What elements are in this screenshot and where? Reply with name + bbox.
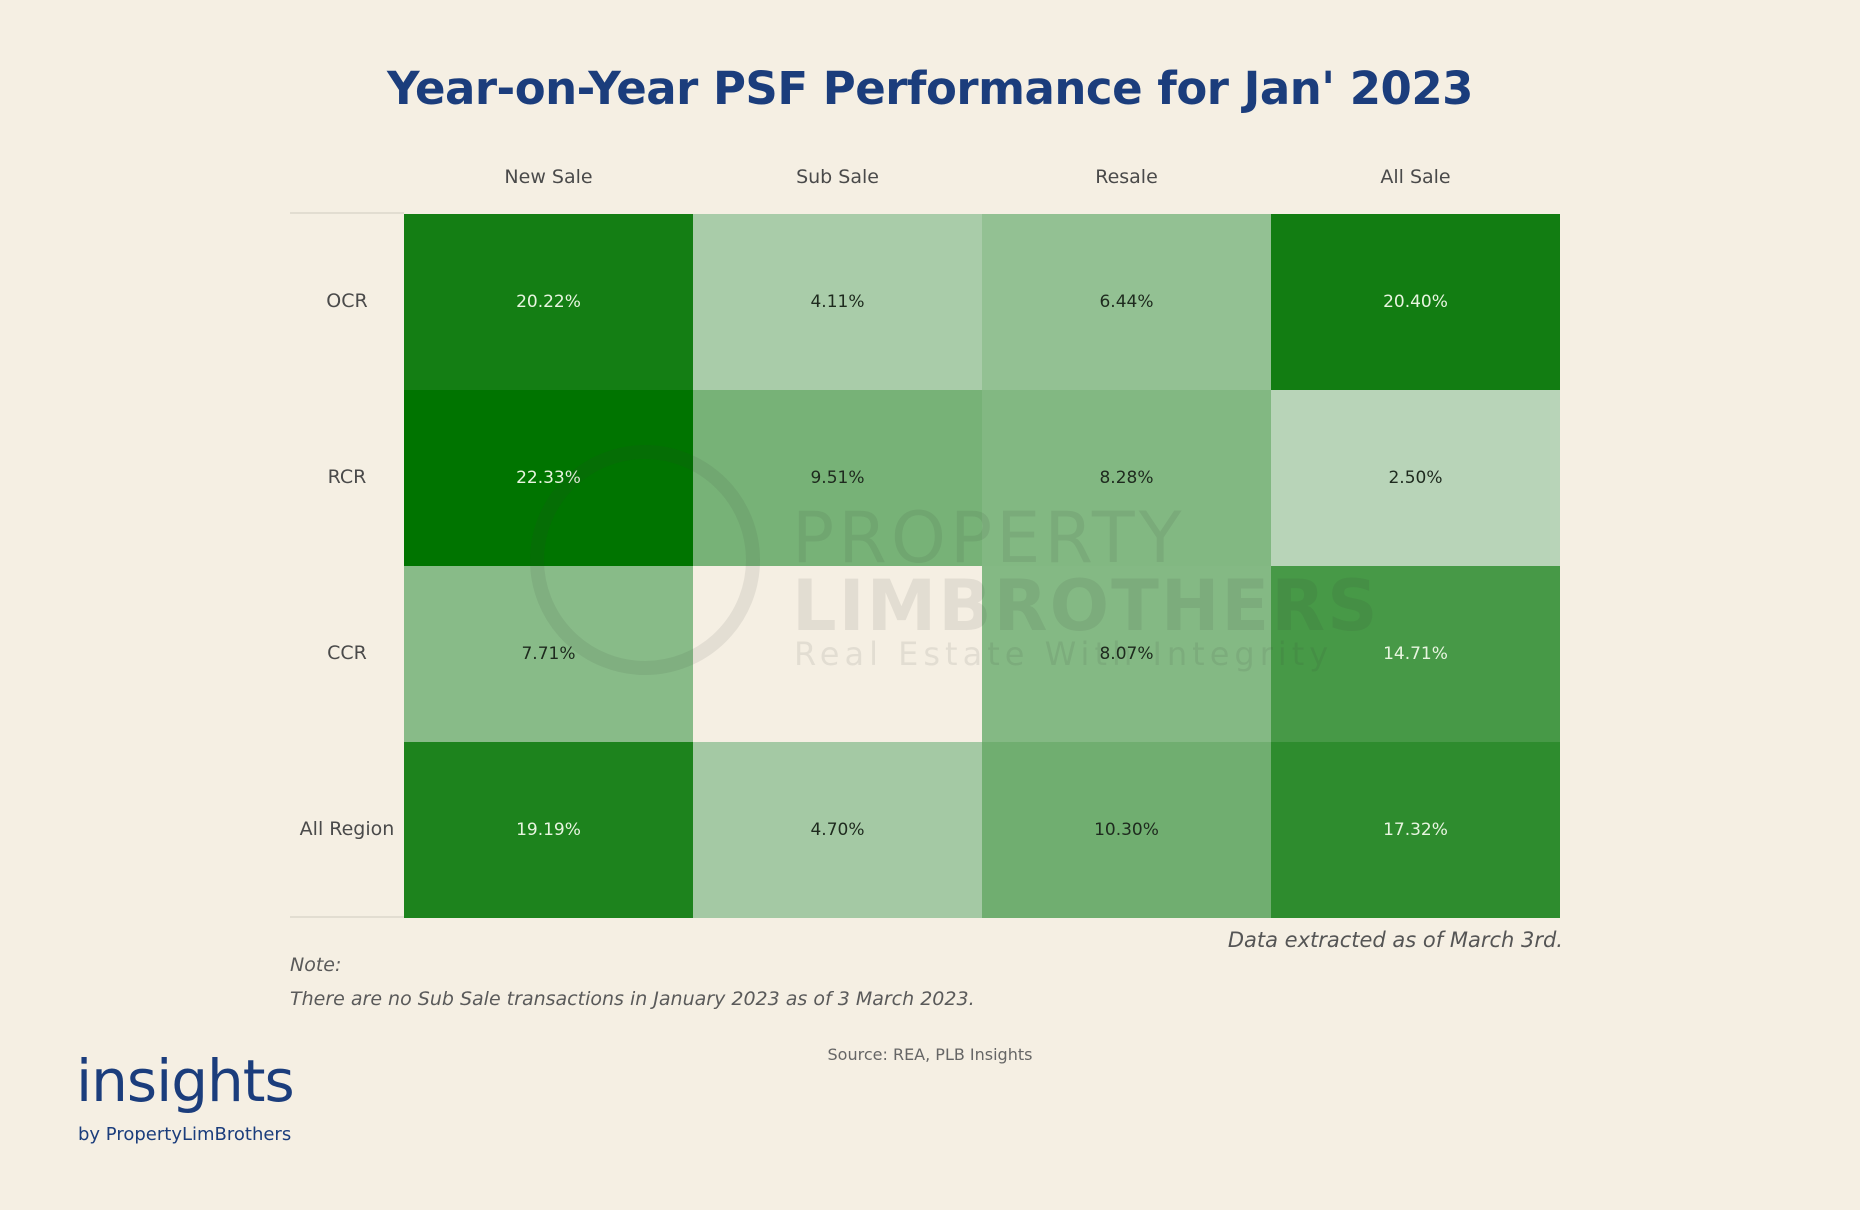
column-header: New Sale — [504, 166, 593, 188]
heatmap-cell: 6.44% — [982, 214, 1271, 390]
heatmap-cell: 8.28% — [982, 390, 1271, 566]
row-header-top-divider — [290, 212, 404, 214]
row-header: CCR — [327, 642, 367, 664]
heatmap-cell: 4.70% — [693, 742, 982, 918]
heatmap-cell: 8.07% — [982, 566, 1271, 742]
column-header: Resale — [1095, 166, 1158, 188]
cell-value-label: 4.70% — [810, 820, 865, 840]
heatmap-cell: 20.22% — [404, 214, 693, 390]
heatmap-cell: 7.71% — [404, 566, 693, 742]
cell-value-label: 10.30% — [1094, 820, 1159, 840]
cell-value-label: 17.32% — [1383, 820, 1448, 840]
cell-value-label: 20.40% — [1383, 292, 1448, 312]
heatmap-cell: 2.50% — [1271, 390, 1560, 566]
source-text: Source: REA, PLB Insights — [827, 1045, 1033, 1064]
brand-logo: insights — [76, 1047, 295, 1115]
heatmap-cell: 9.51% — [693, 390, 982, 566]
heatmap-cell: 14.71% — [1271, 566, 1560, 742]
heatmap-cell — [693, 566, 982, 742]
row-header: OCR — [326, 290, 368, 312]
cell-value-label: 7.71% — [521, 644, 576, 664]
data-extracted-note: Data extracted as of March 3rd. — [1227, 928, 1563, 952]
cell-value-label: 8.28% — [1099, 468, 1154, 488]
heatmap-cell: 17.32% — [1271, 742, 1560, 918]
heatmap-cell: 10.30% — [982, 742, 1271, 918]
brand-byline: by PropertyLimBrothers — [78, 1124, 292, 1145]
column-header: All Sale — [1380, 166, 1451, 188]
heatmap-cell: 20.40% — [1271, 214, 1560, 390]
cell-value-label: 20.22% — [516, 292, 581, 312]
heatmap-cell: 19.19% — [404, 742, 693, 918]
chart-title: Year-on-Year PSF Performance for Jan' 20… — [387, 62, 1473, 115]
row-header-bottom-divider — [290, 916, 404, 918]
cell-value-label: 22.33% — [516, 468, 581, 488]
cell-value-label: 2.50% — [1388, 468, 1443, 488]
heatmap-cell: 22.33% — [404, 390, 693, 566]
note-label: Note: — [290, 954, 342, 976]
note-text: There are no Sub Sale transactions in Ja… — [290, 988, 975, 1010]
cell-value-label: 4.11% — [810, 292, 865, 312]
cell-value-label: 8.07% — [1099, 644, 1154, 664]
cell-value-label: 9.51% — [810, 468, 865, 488]
row-header: RCR — [327, 466, 367, 488]
column-header: Sub Sale — [796, 166, 879, 188]
heatmap-cell: 4.11% — [693, 214, 982, 390]
row-header: All Region — [299, 818, 395, 840]
cell-value-label: 6.44% — [1099, 292, 1154, 312]
cell-value-label: 14.71% — [1383, 644, 1448, 664]
cell-value-label: 19.19% — [516, 820, 581, 840]
